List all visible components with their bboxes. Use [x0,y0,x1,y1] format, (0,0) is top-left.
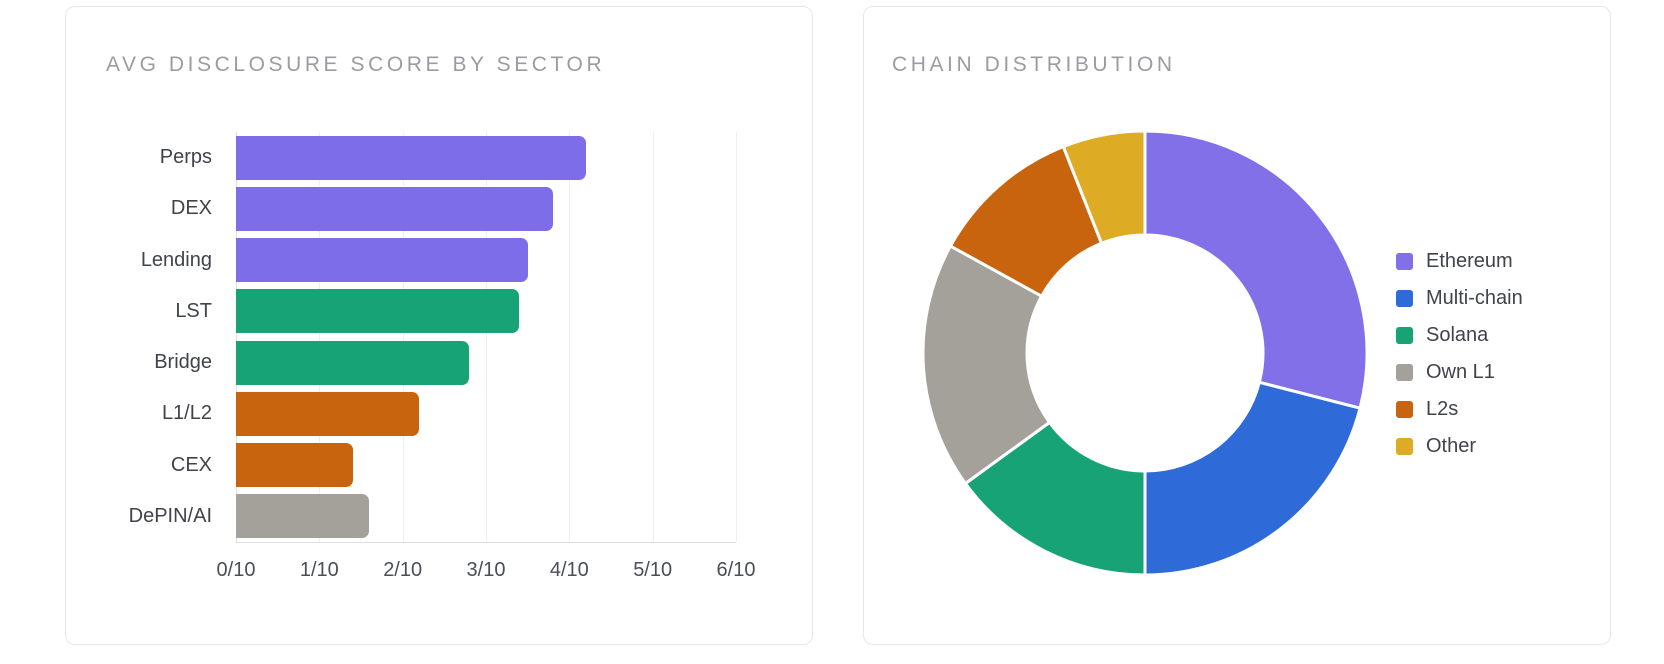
gridline [569,132,571,542]
bar [236,494,370,539]
legend-item[interactable]: Other [1396,435,1523,458]
legend-swatch [1396,327,1413,344]
x-tick-label: 1/10 [299,559,339,581]
x-tick-label: 3/10 [466,559,506,581]
y-axis-label: CEX [170,453,212,476]
gridline [402,132,404,542]
legend-swatch [1396,290,1413,307]
donut-chart-title: CHAIN DISTRIBUTION [892,53,1176,76]
y-axis-label: L1/L2 [161,402,212,425]
bar-row [236,491,736,542]
bar [236,135,586,180]
chart-legend: Ethereum Multi-chain Solana Own L1 L2s Other [1396,250,1523,458]
y-axis-label: DEX [170,197,212,220]
bar [236,443,353,488]
legend-label: Own L1 [1426,361,1495,383]
gridline [319,132,321,542]
bar-chart-title: AVG DISCLOSURE SCORE BY SECTOR [106,53,606,76]
bar [236,289,520,334]
bar-row [236,183,736,234]
legend-label: Other [1426,435,1477,457]
gridline [652,132,654,542]
y-axis-label: Bridge [154,351,212,374]
bar [236,391,420,436]
bar [236,186,553,231]
legend-item[interactable]: Solana [1396,324,1523,347]
x-tick-label: 0/10 [216,559,256,581]
bar-row [236,388,736,439]
x-axis-line [236,542,736,543]
y-axis-label: Perps [159,146,212,169]
legend-label: L2s [1426,398,1459,420]
x-axis-tick-labels: 0/10 1/10 2/10 3/10 4/10 5/10 6/10 [217,559,756,589]
legend-swatch [1396,253,1413,270]
bar [236,340,470,385]
legend-item[interactable]: L2s [1396,398,1523,421]
legend-swatch [1396,438,1413,455]
y-axis-label: Lending [140,248,212,271]
y-axis-labels: Perps DEX Lending LST Bridge L1/L2 CEX DePIN/AI [66,132,212,542]
y-axis-label: LST [175,299,212,322]
donut-chart [921,129,1369,577]
bar-series [236,132,736,542]
bar [236,238,528,283]
legend-swatch [1396,364,1413,381]
donut-segment [1143,129,1369,411]
donut-chart-card: CHAIN DISTRIBUTION Ethereum Multi-chain So… [863,6,1611,645]
legend-item[interactable]: Own L1 [1396,361,1523,384]
y-axis-label: DePIN/AI [128,504,212,527]
legend-item[interactable]: Multi-chain [1396,287,1523,310]
bar-row [236,286,736,337]
bar-row [236,132,736,183]
gridline [486,132,487,542]
bar-row [236,337,736,388]
y-axis-line [236,132,237,542]
legend-item[interactable]: Ethereum [1396,250,1523,273]
bar-chart-card: AVG DISCLOSURE SCORE BY SECTOR Perps DEX L… [65,6,813,645]
legend-swatch [1396,401,1413,418]
x-tick-label: 2/10 [383,559,423,581]
donut-segment [1061,129,1147,246]
bar-chart-plot-area [236,132,737,543]
bar-row [236,440,736,491]
x-tick-label: 5/10 [633,559,673,581]
legend-label: Multi-chain [1426,287,1523,309]
bar-row [236,235,736,286]
legend-label: Solana [1426,324,1489,346]
donut-segment [921,244,1052,486]
legend-label: Ethereum [1426,250,1513,272]
donut-segment [1143,380,1362,577]
gridline [736,132,737,542]
x-tick-label: 4/10 [549,559,589,581]
x-tick-label: 6/10 [716,559,756,581]
